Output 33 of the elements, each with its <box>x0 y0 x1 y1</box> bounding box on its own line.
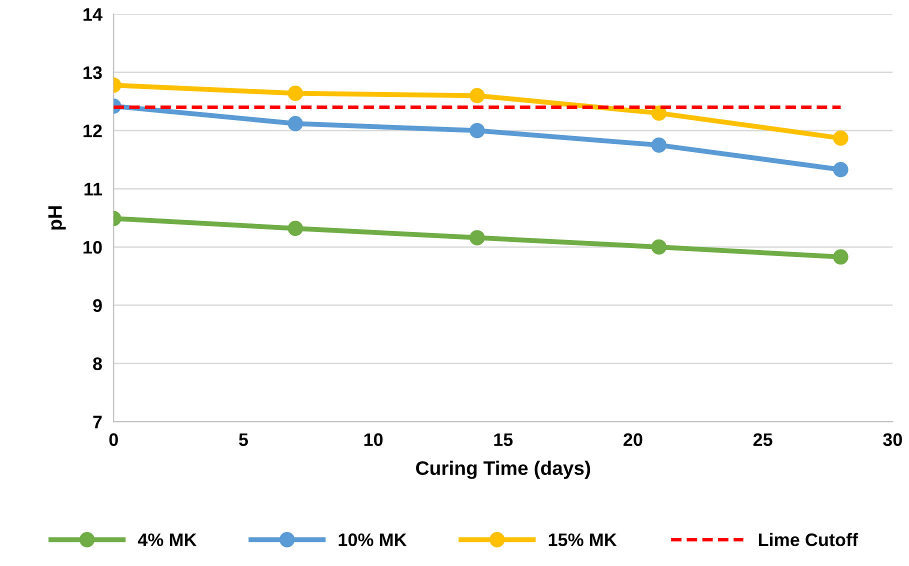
x-tick-label: 5 <box>238 433 248 446</box>
point <box>288 220 304 236</box>
legend-label: Lime Cutoff <box>758 532 858 546</box>
x-axis-title: Curing Time (days) <box>416 460 590 479</box>
y-tick-label: 7 <box>93 416 102 428</box>
point <box>833 130 848 146</box>
legend-label: 15% MK <box>548 533 617 546</box>
point <box>833 162 848 178</box>
y-tick-label: 10 <box>84 240 102 254</box>
x-tick-label: 10 <box>364 433 383 446</box>
point <box>651 138 667 153</box>
y-tick-label: 11 <box>84 182 102 196</box>
point <box>833 249 848 265</box>
y-tick-label: 13 <box>84 66 102 80</box>
y-tick-label: 9 <box>93 299 102 312</box>
legend-label: 10% MK <box>338 533 407 546</box>
x-tick-label: 25 <box>753 433 772 446</box>
x-tick-label: 30 <box>883 433 902 446</box>
y-tick-label: 14 <box>84 8 102 21</box>
point <box>651 105 667 121</box>
x-tick-label: 0 <box>109 433 118 446</box>
y-tick-label: 8 <box>93 357 102 370</box>
y-tick-label: 12 <box>84 124 102 138</box>
point <box>651 239 667 255</box>
x-tick-label: 20 <box>624 433 642 446</box>
point <box>470 230 485 246</box>
point <box>288 116 304 132</box>
point <box>288 86 304 101</box>
x-tick-label: 15 <box>494 433 513 446</box>
legend-label: 4% MK <box>138 533 197 546</box>
point <box>470 122 485 138</box>
point <box>470 88 485 104</box>
y-axis-title: pH <box>48 206 66 230</box>
